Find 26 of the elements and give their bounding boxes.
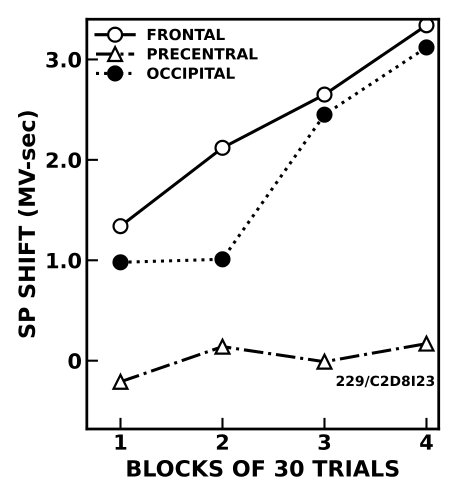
y-tick-label: 0 <box>68 353 81 369</box>
point <box>316 106 333 123</box>
point <box>214 140 231 156</box>
x-axis-title: BLOCKS OF 30 TRIALS <box>127 460 399 477</box>
y-tick-label: 2.0 <box>46 152 81 168</box>
point <box>316 86 333 103</box>
point <box>112 254 129 270</box>
x-tick-label: 4 <box>420 434 433 450</box>
point <box>112 218 129 234</box>
y-axis-title: SP SHIFT (MV-sec) <box>18 111 38 338</box>
point <box>316 354 333 370</box>
point <box>418 19 435 34</box>
point <box>112 374 129 390</box>
annotation: 229/C2D8I23 <box>336 376 434 388</box>
point <box>214 251 231 268</box>
point <box>214 338 231 355</box>
point <box>418 336 435 352</box>
x-tick-label: 2 <box>216 434 228 450</box>
x-tick-label: 3 <box>318 434 330 450</box>
legend-label: OCCIPITAL <box>147 67 235 80</box>
x-tick-label: 1 <box>116 434 126 450</box>
point <box>418 39 435 56</box>
legend-label: FRONTAL <box>148 28 225 40</box>
y-tick-label: 3.0 <box>46 52 81 68</box>
legend-label: PRECENTRAL <box>148 48 258 60</box>
y-tick-label: 1.0 <box>47 252 81 268</box>
